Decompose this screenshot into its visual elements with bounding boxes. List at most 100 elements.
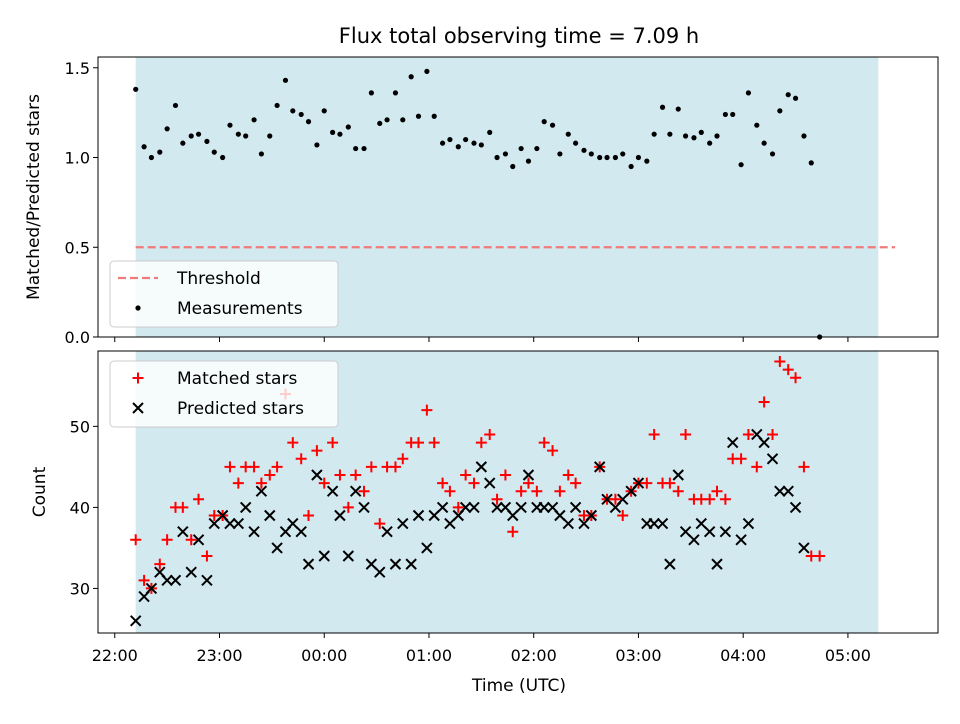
data-point xyxy=(161,534,173,546)
data-point xyxy=(129,615,142,627)
data-point xyxy=(342,501,354,513)
bottom-panel: 30 40 50 Matched stars Predicted stars xyxy=(70,350,939,638)
data-point xyxy=(235,131,241,137)
data-point xyxy=(327,437,339,449)
data-point xyxy=(298,111,304,118)
data-point xyxy=(421,542,433,554)
data-point xyxy=(243,133,249,139)
y-tick-label: 50 xyxy=(70,417,90,436)
x-tick-label: 22:00 xyxy=(92,646,138,665)
series-matched-stars xyxy=(130,356,826,594)
data-point xyxy=(192,534,205,546)
data-point xyxy=(593,461,606,473)
data-point xyxy=(397,453,409,465)
data-point xyxy=(774,356,786,368)
data-point xyxy=(177,525,189,538)
data-point xyxy=(172,102,179,109)
data-point xyxy=(738,162,744,168)
data-point xyxy=(334,509,346,522)
data-point xyxy=(251,117,257,123)
data-point xyxy=(157,149,163,155)
data-point xyxy=(400,117,406,123)
data-point xyxy=(656,517,669,530)
data-point xyxy=(428,437,440,449)
data-point xyxy=(248,461,260,473)
data-point xyxy=(518,145,524,152)
data-point xyxy=(377,120,383,127)
data-point xyxy=(585,509,598,522)
data-point xyxy=(415,113,422,119)
data-point xyxy=(305,119,312,125)
data-point xyxy=(703,525,716,538)
data-point xyxy=(491,493,503,505)
data-point xyxy=(384,117,390,123)
data-point xyxy=(287,437,299,449)
data-point xyxy=(745,90,752,96)
data-point xyxy=(459,501,472,514)
x-tick-label: 01:00 xyxy=(406,646,452,665)
data-point xyxy=(798,461,810,473)
legend-marker xyxy=(135,305,141,311)
data-point xyxy=(314,142,320,148)
data-point xyxy=(754,122,760,128)
data-point xyxy=(130,534,142,546)
legend-label: Measurements xyxy=(177,299,303,319)
legend-label: Predicted stars xyxy=(177,399,304,419)
data-point xyxy=(389,558,402,570)
plot-frame xyxy=(97,56,939,338)
data-point xyxy=(507,526,519,538)
x-tick-label: 05:00 xyxy=(825,646,871,665)
data-point xyxy=(641,477,653,489)
data-point xyxy=(463,136,469,143)
data-point xyxy=(161,574,173,587)
y-tick-label: 40 xyxy=(70,498,90,517)
data-point xyxy=(368,90,374,96)
data-point xyxy=(271,542,283,554)
x-axis-label: Time (UTC) xyxy=(471,676,566,696)
data-point xyxy=(707,140,713,146)
data-point xyxy=(597,154,603,161)
data-point xyxy=(318,550,330,562)
data-point xyxy=(437,477,449,489)
x-tick-label: 04:00 xyxy=(720,646,766,665)
data-point xyxy=(562,469,574,481)
data-point xyxy=(790,372,802,384)
data-point xyxy=(460,469,472,481)
data-point xyxy=(499,469,511,481)
data-point xyxy=(204,138,210,144)
data-point xyxy=(408,74,414,80)
data-point xyxy=(232,517,245,530)
data-point xyxy=(239,501,252,514)
data-point xyxy=(547,445,559,457)
data-point xyxy=(664,477,676,489)
data-point xyxy=(185,566,197,578)
data-point xyxy=(525,158,532,164)
data-point xyxy=(735,453,747,465)
data-point xyxy=(758,436,770,449)
data-point xyxy=(704,493,716,505)
data-point xyxy=(814,550,826,562)
data-point xyxy=(267,133,273,139)
data-point xyxy=(570,477,582,489)
data-point xyxy=(680,428,692,440)
data-point xyxy=(255,485,268,497)
y-tick-label: 30 xyxy=(70,579,90,598)
data-point xyxy=(330,129,336,135)
data-point xyxy=(777,108,783,114)
data-point xyxy=(620,151,626,157)
data-point xyxy=(651,131,657,137)
data-point xyxy=(719,493,731,505)
data-point xyxy=(782,485,794,497)
data-point xyxy=(573,140,579,146)
data-point xyxy=(628,163,634,170)
data-point xyxy=(424,68,430,74)
data-point xyxy=(617,510,629,521)
data-point xyxy=(522,477,534,489)
data-point xyxy=(534,145,540,152)
data-point xyxy=(588,151,594,157)
data-point xyxy=(405,558,417,570)
y-tick-label: 1.5 xyxy=(65,59,90,78)
data-point xyxy=(255,477,267,489)
data-point xyxy=(195,131,202,137)
